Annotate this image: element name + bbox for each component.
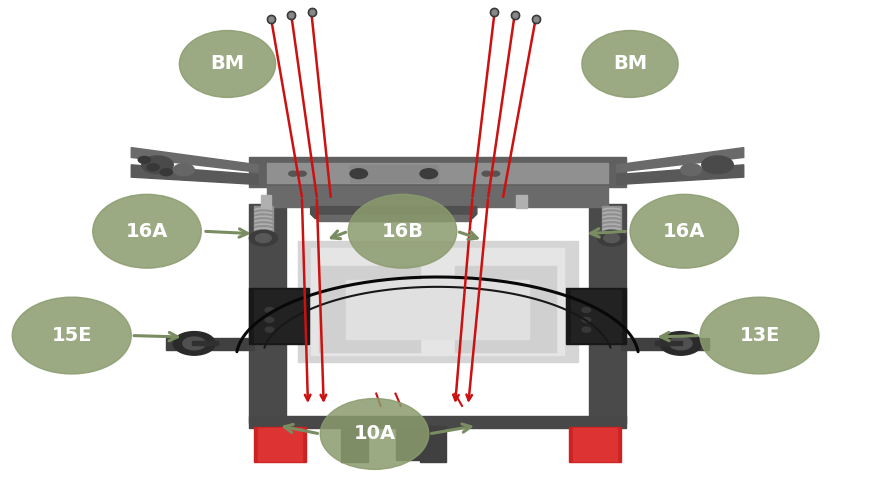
Circle shape bbox=[582, 317, 591, 322]
Bar bbox=[589, 204, 626, 423]
Text: BM: BM bbox=[211, 55, 245, 73]
Circle shape bbox=[173, 164, 194, 176]
Circle shape bbox=[598, 230, 626, 246]
Circle shape bbox=[702, 156, 733, 174]
Bar bbox=[570, 290, 621, 342]
Ellipse shape bbox=[348, 194, 457, 268]
Bar bbox=[566, 288, 626, 344]
Ellipse shape bbox=[320, 399, 429, 469]
Bar bbox=[341, 426, 368, 462]
Bar bbox=[267, 163, 608, 183]
Circle shape bbox=[582, 308, 591, 312]
Circle shape bbox=[255, 234, 271, 243]
Circle shape bbox=[491, 171, 500, 176]
Bar bbox=[350, 165, 438, 182]
Text: 13E: 13E bbox=[739, 326, 780, 345]
Bar bbox=[267, 186, 608, 207]
Polygon shape bbox=[617, 148, 744, 172]
Bar bbox=[249, 204, 286, 423]
Ellipse shape bbox=[700, 297, 819, 374]
Circle shape bbox=[350, 169, 367, 179]
Bar bbox=[573, 428, 617, 461]
Circle shape bbox=[298, 171, 306, 176]
Bar bbox=[249, 416, 626, 428]
Polygon shape bbox=[254, 427, 306, 462]
Ellipse shape bbox=[582, 31, 678, 97]
Bar bbox=[317, 215, 471, 221]
Ellipse shape bbox=[12, 297, 131, 374]
Bar bbox=[249, 288, 309, 344]
Circle shape bbox=[138, 156, 150, 163]
Text: 16B: 16B bbox=[382, 222, 424, 241]
Polygon shape bbox=[131, 148, 258, 172]
Bar bbox=[192, 341, 218, 345]
Bar bbox=[254, 290, 304, 342]
Bar bbox=[319, 266, 420, 352]
Bar bbox=[655, 341, 682, 345]
Ellipse shape bbox=[630, 194, 738, 268]
Text: 10A: 10A bbox=[354, 425, 396, 443]
Text: 16A: 16A bbox=[126, 222, 168, 241]
Ellipse shape bbox=[93, 194, 201, 268]
Ellipse shape bbox=[179, 31, 276, 97]
Bar bbox=[311, 248, 564, 355]
Text: BM: BM bbox=[612, 55, 648, 73]
Text: 15E: 15E bbox=[52, 326, 92, 345]
Text: 16A: 16A bbox=[663, 222, 705, 241]
Polygon shape bbox=[311, 207, 477, 221]
Bar bbox=[516, 195, 527, 208]
Circle shape bbox=[604, 234, 620, 243]
Circle shape bbox=[147, 164, 159, 171]
Circle shape bbox=[420, 169, 438, 179]
Circle shape bbox=[582, 327, 591, 332]
Circle shape bbox=[265, 327, 274, 332]
Circle shape bbox=[669, 337, 692, 350]
Bar bbox=[249, 157, 626, 187]
Bar bbox=[455, 266, 556, 352]
Polygon shape bbox=[131, 165, 258, 184]
Circle shape bbox=[173, 332, 215, 355]
Bar bbox=[420, 426, 446, 462]
Circle shape bbox=[265, 308, 274, 312]
Polygon shape bbox=[617, 165, 744, 184]
Polygon shape bbox=[569, 427, 621, 462]
Bar bbox=[261, 195, 271, 208]
Circle shape bbox=[160, 169, 172, 176]
Bar bbox=[166, 338, 254, 350]
Bar bbox=[258, 428, 302, 461]
Circle shape bbox=[681, 164, 702, 176]
Circle shape bbox=[183, 337, 206, 350]
Bar bbox=[298, 241, 578, 362]
Bar bbox=[254, 206, 273, 236]
Circle shape bbox=[265, 317, 274, 322]
Circle shape bbox=[249, 230, 277, 246]
Bar bbox=[621, 338, 709, 350]
Bar bbox=[602, 206, 621, 236]
Bar bbox=[346, 280, 529, 339]
Circle shape bbox=[289, 171, 298, 176]
Circle shape bbox=[482, 171, 491, 176]
Circle shape bbox=[660, 332, 702, 355]
Circle shape bbox=[142, 156, 173, 174]
Bar bbox=[396, 426, 440, 460]
